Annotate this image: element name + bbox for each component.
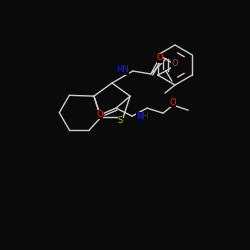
Text: O: O [170, 98, 176, 107]
Text: O: O [156, 54, 163, 62]
Text: NH: NH [136, 112, 149, 121]
Text: S: S [118, 116, 123, 125]
Text: HN: HN [116, 66, 129, 74]
Text: O: O [97, 110, 103, 119]
Text: O: O [171, 60, 178, 68]
